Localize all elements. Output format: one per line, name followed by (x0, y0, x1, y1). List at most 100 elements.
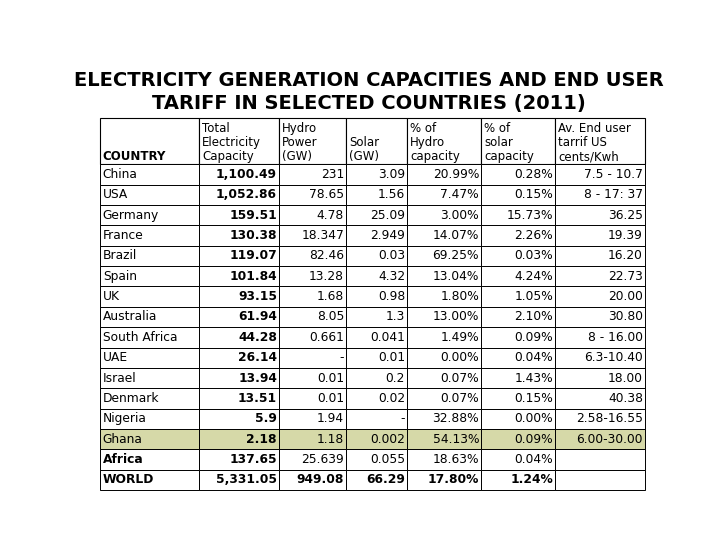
Text: 0.02: 0.02 (378, 392, 405, 405)
Text: capacity: capacity (410, 150, 460, 163)
Bar (199, 185, 279, 205)
Text: 19.39: 19.39 (608, 229, 643, 242)
Text: 1,100.49: 1,100.49 (216, 168, 277, 181)
Bar (346, 348, 408, 368)
Text: 0.07%: 0.07% (441, 372, 479, 384)
Bar (555, 348, 645, 368)
Bar (346, 368, 408, 388)
Bar (199, 164, 279, 185)
Text: 6.00-30.00: 6.00-30.00 (577, 433, 643, 446)
Bar (199, 246, 279, 266)
Bar (199, 205, 279, 225)
Bar (481, 225, 555, 246)
Text: 137.65: 137.65 (230, 453, 277, 466)
Text: South Africa: South Africa (103, 331, 177, 344)
Text: Israel: Israel (103, 372, 137, 384)
Text: 2.58-16.55: 2.58-16.55 (576, 413, 643, 426)
Text: 1.24%: 1.24% (510, 474, 553, 487)
Bar (346, 409, 408, 429)
Bar (279, 246, 346, 266)
Text: 5,331.05: 5,331.05 (216, 474, 277, 487)
Text: 0.09%: 0.09% (514, 331, 553, 344)
Text: 0.2: 0.2 (386, 372, 405, 384)
Bar (555, 409, 645, 429)
Bar (199, 409, 279, 429)
Text: % of: % of (410, 122, 436, 136)
Text: 2.10%: 2.10% (514, 310, 553, 323)
Bar (199, 286, 279, 307)
Text: 15.73%: 15.73% (506, 208, 553, 221)
Bar (408, 205, 481, 225)
Text: 6.3-10.40: 6.3-10.40 (584, 351, 643, 364)
Bar (408, 429, 481, 449)
Text: 0.09%: 0.09% (514, 433, 553, 446)
Bar (346, 307, 408, 327)
Text: 18.347: 18.347 (302, 229, 344, 242)
Text: 0.98: 0.98 (378, 290, 405, 303)
Text: 66.29: 66.29 (366, 474, 405, 487)
Text: Ghana: Ghana (103, 433, 143, 446)
Bar (279, 368, 346, 388)
Text: 82.46: 82.46 (309, 249, 344, 262)
Text: COUNTRY: COUNTRY (103, 150, 166, 163)
Text: Australia: Australia (103, 310, 157, 323)
Bar (408, 164, 481, 185)
Text: 1.05%: 1.05% (514, 290, 553, 303)
Bar (346, 185, 408, 205)
Bar (555, 470, 645, 490)
Bar (408, 388, 481, 409)
Bar (279, 266, 346, 286)
Bar (346, 388, 408, 409)
Bar (346, 429, 408, 449)
Text: 1.56: 1.56 (378, 188, 405, 201)
Text: France: France (103, 229, 143, 242)
Bar (555, 327, 645, 348)
Bar (408, 118, 481, 164)
Bar (346, 286, 408, 307)
Text: 44.28: 44.28 (238, 331, 277, 344)
Bar (481, 307, 555, 327)
Text: 0.28%: 0.28% (514, 168, 553, 181)
Text: USA: USA (103, 188, 128, 201)
Bar (408, 225, 481, 246)
Text: 61.94: 61.94 (238, 310, 277, 323)
Text: 1.94: 1.94 (317, 413, 344, 426)
Text: tarrif US: tarrif US (558, 136, 607, 149)
Bar (408, 185, 481, 205)
Bar (100, 185, 199, 205)
Text: 2.18: 2.18 (246, 433, 277, 446)
Bar (199, 368, 279, 388)
Text: 7.5 - 10.7: 7.5 - 10.7 (584, 168, 643, 181)
Bar (555, 185, 645, 205)
Bar (408, 286, 481, 307)
Text: 0.041: 0.041 (370, 331, 405, 344)
Text: 0.00%: 0.00% (441, 351, 479, 364)
Text: 7.47%: 7.47% (441, 188, 479, 201)
Bar (100, 118, 199, 164)
Bar (100, 246, 199, 266)
Bar (481, 429, 555, 449)
Bar (279, 470, 346, 490)
Bar (481, 266, 555, 286)
Text: capacity: capacity (484, 150, 534, 163)
Text: 69.25%: 69.25% (433, 249, 479, 262)
Bar (481, 205, 555, 225)
Text: 0.01: 0.01 (317, 392, 344, 405)
Text: 22.73: 22.73 (608, 270, 643, 283)
Text: ELECTRICITY GENERATION CAPACITIES AND END USER
TARIFF IN SELECTED COUNTRIES (201: ELECTRICITY GENERATION CAPACITIES AND EN… (74, 71, 664, 113)
Text: 0.01: 0.01 (317, 372, 344, 384)
Text: 36.25: 36.25 (608, 208, 643, 221)
Bar (100, 164, 199, 185)
Bar (279, 307, 346, 327)
Bar (100, 409, 199, 429)
Text: 0.07%: 0.07% (441, 392, 479, 405)
Bar (481, 470, 555, 490)
Bar (199, 118, 279, 164)
Bar (481, 118, 555, 164)
Text: 78.65: 78.65 (309, 188, 344, 201)
Bar (279, 429, 346, 449)
Bar (481, 286, 555, 307)
Bar (555, 266, 645, 286)
Bar (100, 388, 199, 409)
Bar (279, 348, 346, 368)
